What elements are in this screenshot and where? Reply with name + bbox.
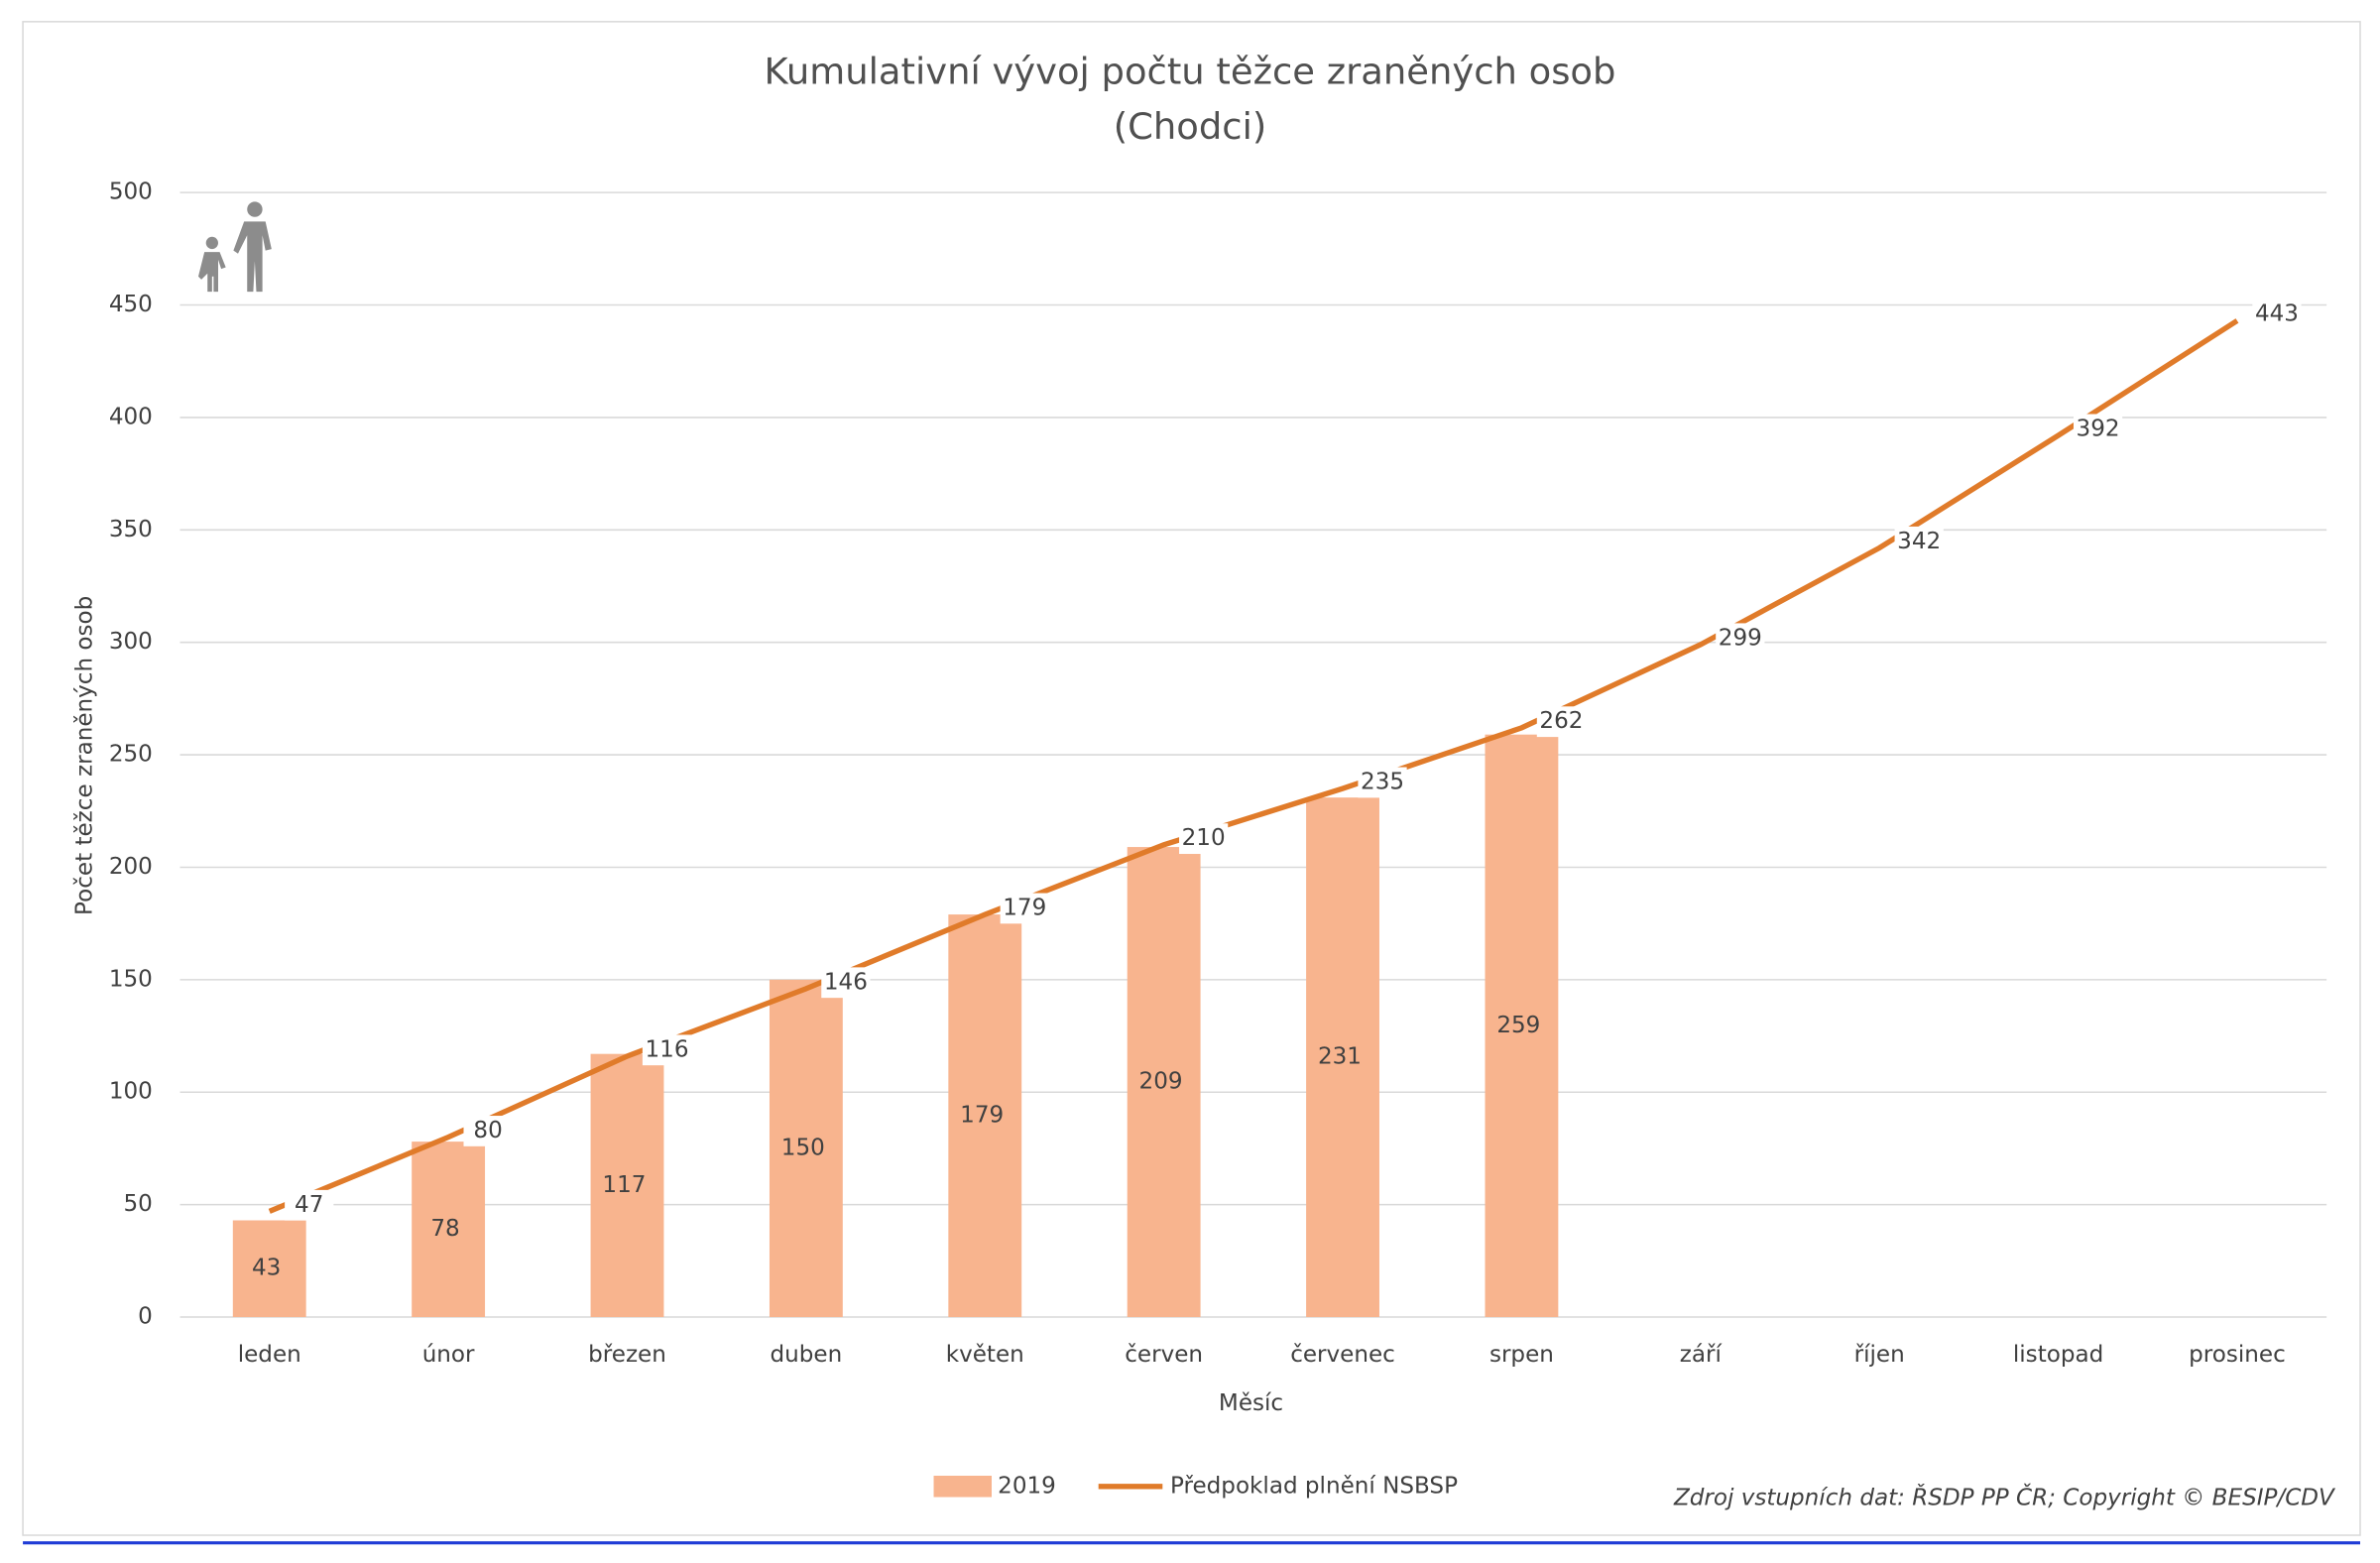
bar-value-label: 43 <box>252 1256 281 1281</box>
x-tick-label: duben <box>771 1342 843 1368</box>
y-tick-label: 300 <box>109 629 153 655</box>
line-value-label: 146 <box>824 969 868 995</box>
x-tick-label: září <box>1680 1342 1724 1368</box>
pedestrian-icon <box>198 201 272 293</box>
y-tick-label: 350 <box>109 517 153 542</box>
x-tick-label: červenec <box>1290 1342 1395 1368</box>
bar-value-label: 231 <box>1318 1044 1362 1070</box>
line-label-bg <box>642 1034 692 1066</box>
y-tick-label: 50 <box>123 1191 152 1217</box>
line-value-label: 443 <box>2255 301 2299 327</box>
line-value-label: 80 <box>473 1118 502 1143</box>
y-tick-label: 100 <box>109 1079 153 1105</box>
line-label-bg <box>2073 414 2123 445</box>
line-value-label: 342 <box>1897 529 1941 554</box>
chart-title: Kumulativní vývoj počtu těžce zraněných … <box>765 51 1616 93</box>
bar <box>769 979 843 1317</box>
y-tick-label: 200 <box>109 854 153 880</box>
x-tick-label: únor <box>422 1342 475 1368</box>
x-tick-label: srpen <box>1489 1342 1554 1368</box>
line-value-label: 299 <box>1719 625 1762 651</box>
legend-swatch <box>933 1476 992 1498</box>
line-label-bg <box>1358 767 1407 798</box>
bar <box>1306 797 1379 1317</box>
bar-value-label: 209 <box>1139 1069 1183 1095</box>
bar-value-label: 78 <box>430 1216 459 1242</box>
line-value-label: 47 <box>295 1192 323 1218</box>
y-tick-label: 500 <box>109 180 153 205</box>
bar <box>412 1142 486 1317</box>
y-tick-label: 0 <box>138 1304 153 1330</box>
line-value-label: 179 <box>1003 895 1046 920</box>
x-tick-label: květen <box>946 1342 1024 1368</box>
y-tick-label: 400 <box>109 404 153 429</box>
chart-subtitle: (Chodci) <box>1114 105 1267 148</box>
bar-value-label: 117 <box>602 1172 646 1198</box>
bar <box>1485 734 1559 1317</box>
x-tick-label: listopad <box>2013 1342 2103 1368</box>
line-label-bg <box>1000 893 1049 924</box>
y-axis-title: Počet těžce zraněných osob <box>72 596 98 915</box>
line-label-bg <box>463 1116 513 1146</box>
line-label-bg <box>1716 623 1765 655</box>
bar <box>590 1053 664 1317</box>
line-value-label: 210 <box>1182 825 1226 851</box>
x-tick-label: červen <box>1125 1342 1203 1368</box>
line-value-label: 235 <box>1361 769 1404 794</box>
line-label-bg <box>1179 823 1229 855</box>
line-value-label: 262 <box>1539 708 1583 734</box>
legend-label: Předpoklad plnění NSBSP <box>1170 1473 1458 1499</box>
bar <box>232 1220 306 1317</box>
y-tick-label: 450 <box>109 292 153 317</box>
line-label-bg <box>1536 706 1587 738</box>
bar-value-label: 179 <box>960 1103 1004 1129</box>
line-label-bg <box>285 1189 334 1221</box>
y-tick-label: 150 <box>109 966 153 992</box>
legend-label: 2019 <box>998 1473 1056 1499</box>
x-tick-label: březen <box>588 1342 666 1368</box>
x-tick-label: říjen <box>1854 1342 1905 1368</box>
x-tick-label: prosinec <box>2189 1342 2286 1368</box>
bar-value-label: 150 <box>781 1135 825 1160</box>
line-value-label: 392 <box>2077 416 2120 441</box>
line-label-bg <box>2252 299 2302 330</box>
y-tick-label: 250 <box>109 742 153 768</box>
x-tick-label: leden <box>238 1342 301 1368</box>
source-note: Zdroj vstupních dat: ŘSDP PP ČR; Copyrig… <box>1673 1484 2336 1511</box>
bar-value-label: 259 <box>1496 1013 1540 1038</box>
bar <box>948 914 1022 1317</box>
x-axis-title: Měsíc <box>1219 1390 1283 1416</box>
line-value-label: 116 <box>645 1036 688 1062</box>
bar <box>1127 847 1201 1317</box>
line-label-bg <box>1894 526 1944 557</box>
line-label-bg <box>821 967 871 999</box>
